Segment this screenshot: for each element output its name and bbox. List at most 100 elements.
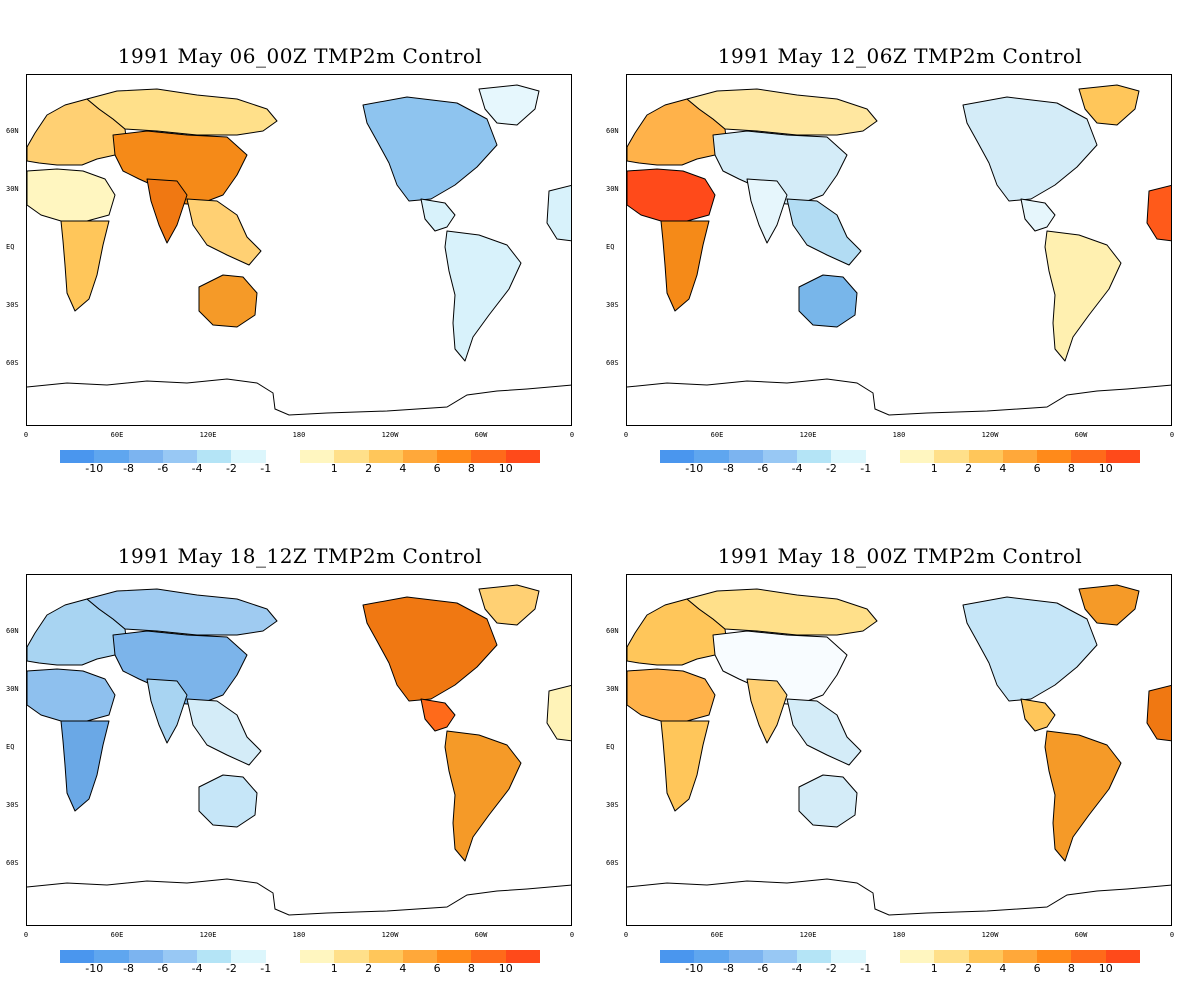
latitude-label: 60S — [6, 859, 19, 867]
colorbar-label: 10 — [1098, 962, 1113, 975]
colorbar-label: -4 — [791, 962, 803, 975]
region-india — [746, 178, 788, 244]
colorbar-segment — [694, 950, 730, 963]
map-panel-1: 1991 May 06_00Z TMP2m Control 60N 30N EQ 30S… — [0, 0, 600, 500]
antarctica-coastline — [27, 878, 571, 916]
latitude-label: 30N — [606, 685, 619, 693]
longitude-label: 120E — [799, 931, 817, 939]
colorbar-segment — [437, 950, 472, 963]
colorbar-segment — [660, 450, 695, 463]
map-frame — [626, 574, 1172, 926]
longitude-label: 0 — [623, 431, 629, 439]
longitude-label: 180 — [292, 931, 306, 939]
longitude-label: 120E — [199, 431, 217, 439]
colorbar-segment — [231, 450, 267, 463]
region-asia-central — [112, 630, 248, 706]
map-panel-4: 1991 May 18_00Z TMP2m Control 60N 30N EQ 30S… — [600, 500, 1200, 1000]
longitude-label: 180 — [892, 431, 906, 439]
panel-title: 1991 May 18_00Z TMP2m Control — [717, 544, 1083, 568]
region-greenland — [1078, 584, 1140, 626]
colorbar-segment — [1037, 450, 1072, 463]
longitude-label: 120E — [799, 431, 817, 439]
colorbar-segment — [368, 450, 404, 463]
colorbar-segment — [728, 950, 764, 963]
colorbar-segment — [694, 450, 730, 463]
latitude-label: 30N — [606, 185, 619, 193]
region-south-america — [1044, 730, 1122, 862]
longitude-label: 120W — [981, 431, 999, 439]
temperature-anomaly-map — [627, 84, 1171, 416]
colorbar-segment — [505, 950, 541, 963]
colorbar-segment — [934, 450, 970, 463]
region-asia-north — [686, 88, 878, 136]
colorbar-label: -10 — [85, 962, 104, 975]
colorbar-label: 4 — [399, 962, 407, 975]
colorbar-label: 8 — [1067, 962, 1075, 975]
colorbar-segment — [968, 950, 1004, 963]
colorbar-label: 8 — [467, 462, 475, 475]
colorbar-label: 10 — [498, 962, 513, 975]
colorbar-label: 2 — [965, 462, 973, 475]
colorbar-segment — [128, 450, 164, 463]
colorbar-segment — [797, 950, 832, 963]
colorbar-label: 4 — [999, 962, 1007, 975]
colorbar-segment — [934, 950, 970, 963]
antarctica-coastline — [627, 378, 1171, 416]
colorbar-label: 1 — [330, 462, 338, 475]
colorbar-label: -2 — [825, 962, 837, 975]
colorbar-label: 8 — [1067, 462, 1075, 475]
latitude-label: 60S — [606, 359, 619, 367]
longitude-label: 60W — [1074, 431, 1088, 439]
region-australia — [798, 774, 858, 828]
region-africa-north — [27, 168, 116, 222]
longitude-label: 60W — [474, 931, 488, 939]
region-north-america — [962, 596, 1098, 702]
colorbar-label: 2 — [365, 462, 373, 475]
region-north-america — [962, 96, 1098, 202]
region-iberia — [1146, 684, 1171, 742]
colorbar-segment — [471, 450, 507, 463]
map-frame — [26, 574, 572, 926]
panel-title: 1991 May 12_06Z TMP2m Control — [717, 44, 1083, 68]
colorbar-label: -1 — [860, 962, 872, 975]
colorbar-label: 1 — [930, 462, 938, 475]
colorbar-label: 6 — [1033, 462, 1041, 475]
colorbar-label: 10 — [1098, 462, 1113, 475]
temperature-anomaly-map — [627, 584, 1171, 916]
region-greenland — [1078, 84, 1140, 126]
latitude-label: 30S — [6, 801, 19, 809]
colorbar-label: -1 — [260, 962, 272, 975]
longitude-label: 180 — [892, 931, 906, 939]
colorbar-segment — [660, 950, 695, 963]
colorbar-label: -10 — [685, 462, 704, 475]
longitude-label: 120W — [381, 931, 399, 939]
longitude-label: 0 — [23, 431, 29, 439]
region-central-america — [1020, 198, 1056, 232]
latitude-label: EQ — [606, 243, 615, 251]
colorbar-segment — [265, 450, 301, 463]
region-se-asia — [186, 198, 262, 266]
colorbar-label: 2 — [965, 962, 973, 975]
latitude-label: EQ — [6, 243, 15, 251]
colorbar — [60, 950, 541, 963]
colorbar-segment — [368, 950, 404, 963]
longitude-label: 60E — [110, 931, 124, 939]
colorbar-segment — [831, 450, 867, 463]
colorbar-label: -1 — [860, 462, 872, 475]
region-africa-south — [660, 720, 710, 812]
region-asia-central — [112, 130, 248, 206]
colorbar — [60, 450, 541, 463]
longitude-label: 0 — [1169, 431, 1175, 439]
colorbar-label: 1 — [330, 962, 338, 975]
colorbar-label: -4 — [791, 462, 803, 475]
colorbar-label: 2 — [365, 962, 373, 975]
colorbar-label: -6 — [157, 462, 169, 475]
colorbar-segment — [900, 950, 935, 963]
colorbar-segment — [1037, 950, 1072, 963]
temperature-anomaly-map — [27, 84, 571, 416]
colorbar-label: -2 — [825, 462, 837, 475]
region-india — [746, 678, 788, 744]
colorbar-segment — [1071, 950, 1107, 963]
colorbar-segment — [968, 450, 1004, 463]
colorbar-label: -2 — [225, 462, 237, 475]
